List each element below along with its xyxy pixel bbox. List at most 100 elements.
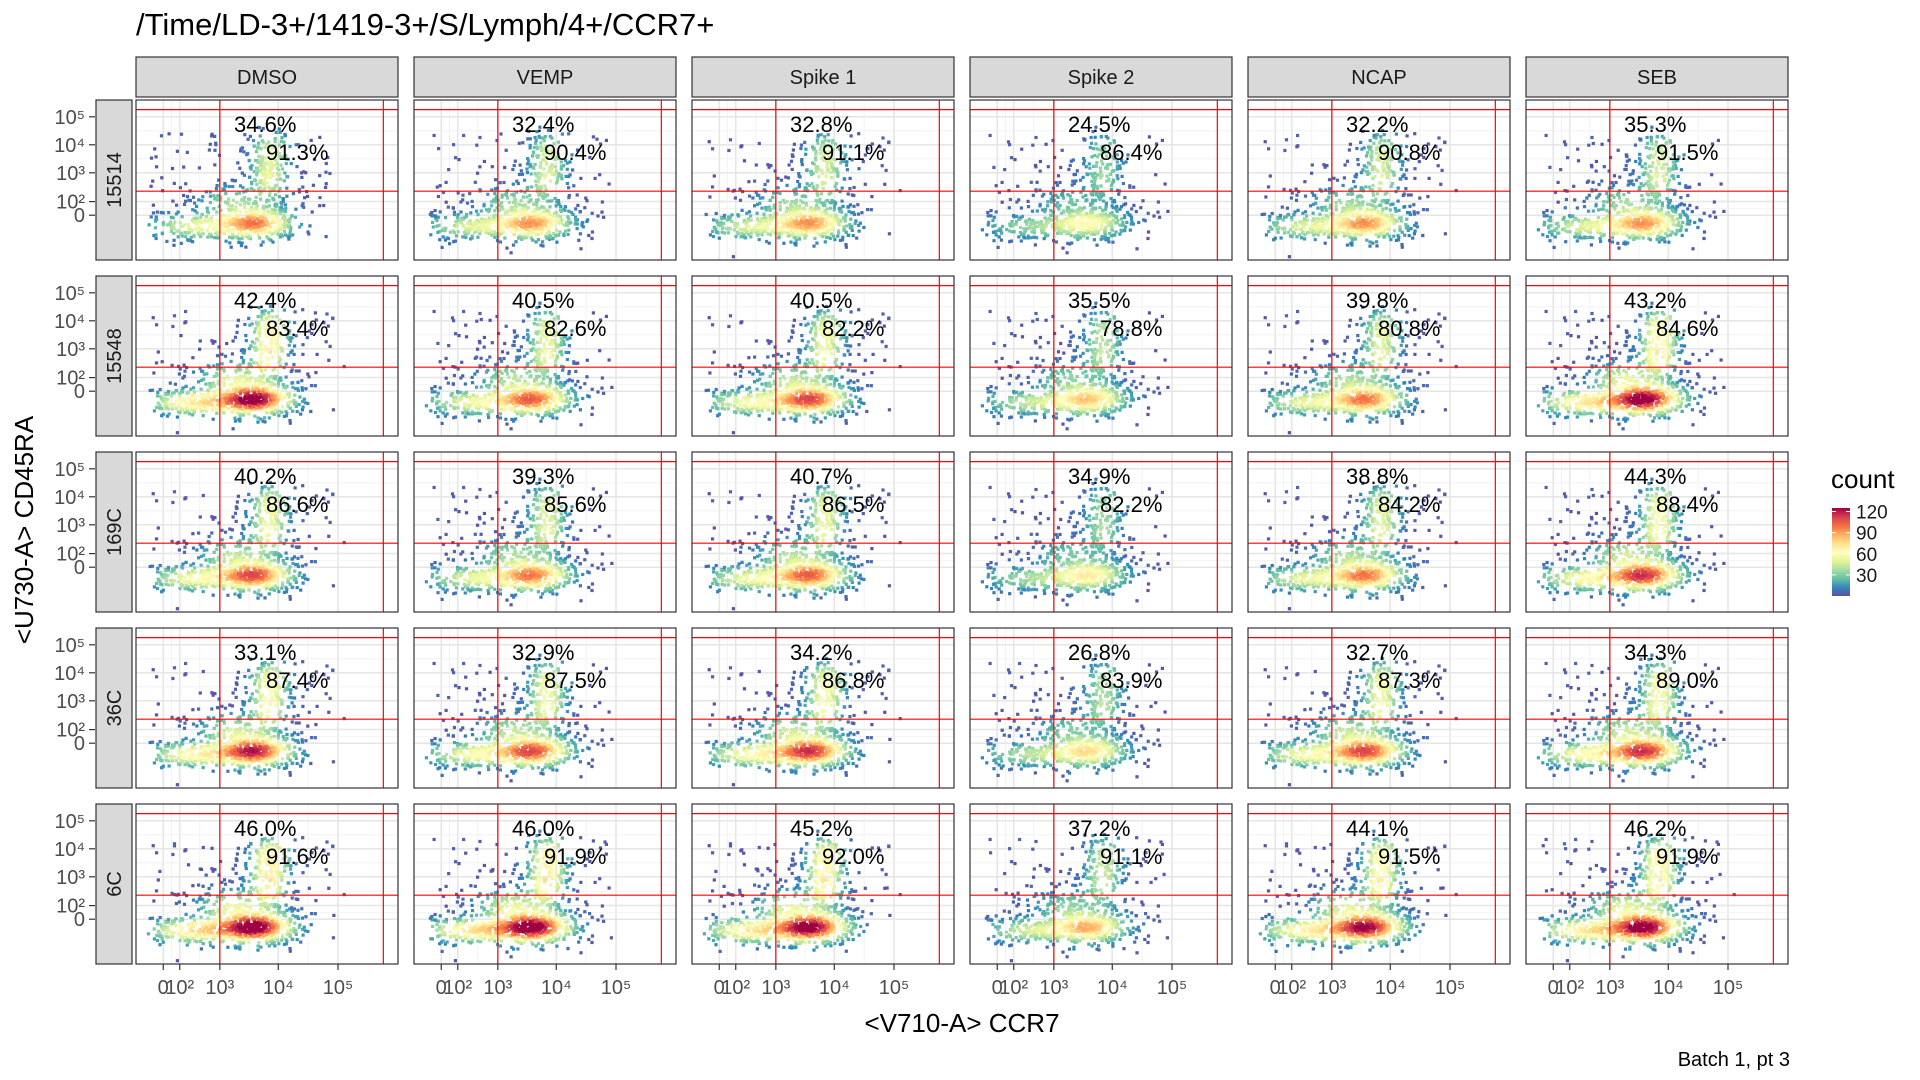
gate-lines xyxy=(1248,452,1510,612)
gate-lines xyxy=(1526,628,1788,788)
density-points xyxy=(1260,656,1458,787)
facet-panel: 40.5% 82.6% xyxy=(413,275,677,437)
upper-percent-label: 39.3% xyxy=(512,464,574,489)
facet-panel: 34.3% 89.0% xyxy=(1525,627,1789,789)
lower-percent-label: 80.8% xyxy=(1378,316,1440,341)
y-tick-label: 10² xyxy=(56,896,85,918)
y-tick-label: 10² xyxy=(56,720,85,742)
upper-percent-label: 38.8% xyxy=(1346,464,1408,489)
upper-percent-label: 34.2% xyxy=(790,640,852,665)
lower-percent-label: 82.2% xyxy=(822,316,884,341)
row-strip: 36C xyxy=(95,627,133,789)
x-tick-label: 10⁵ xyxy=(1435,977,1466,999)
lower-percent-label: 91.6% xyxy=(266,844,328,869)
x-tick-label: 10⁴ xyxy=(1653,977,1684,999)
lower-percent-label: 87.3% xyxy=(1378,668,1440,693)
facet-panel: 34.6% 91.3% xyxy=(135,99,399,261)
y-tick-label: 10³ xyxy=(56,691,85,713)
legend-tick-label: 30 xyxy=(1856,566,1877,587)
column-strip: DMSO xyxy=(135,56,399,98)
x-tick-label: 10³ xyxy=(1595,977,1624,999)
lower-percent-label: 91.9% xyxy=(544,844,606,869)
density-points xyxy=(1260,480,1458,611)
lower-percent-label: 86.6% xyxy=(266,492,328,517)
upper-percent-label: 40.7% xyxy=(790,464,852,489)
density-points xyxy=(704,480,902,611)
row-strip-label: 169C xyxy=(104,508,126,556)
lower-percent-label: 86.5% xyxy=(822,492,884,517)
density-points xyxy=(146,836,346,963)
facet-panel: 32.8% 91.1% xyxy=(691,99,955,261)
panel-border xyxy=(135,451,399,613)
upper-percent-label: 32.9% xyxy=(512,640,574,665)
legend-title: count xyxy=(1831,464,1895,494)
facet-panel: 40.2% 86.6% xyxy=(135,451,399,613)
chart-title: /Time/LD-3+/1419-3+/S/Lymph/4+/CCR7+ xyxy=(136,7,714,42)
lower-percent-label: 91.5% xyxy=(1378,844,1440,869)
column-strip-label: Spike 1 xyxy=(790,67,857,89)
density-points xyxy=(428,829,613,963)
gate-lines xyxy=(970,804,1232,964)
lower-percent-label: 91.1% xyxy=(1100,844,1162,869)
gate-lines xyxy=(136,100,398,260)
y-tick-label: 10⁵ xyxy=(54,459,85,481)
x-tick-label: 10² xyxy=(721,977,750,999)
row-strip-label: 15548 xyxy=(104,328,126,384)
x-tick-label: 10³ xyxy=(1317,977,1346,999)
lower-percent-label: 82.6% xyxy=(544,316,606,341)
legend-colorbar xyxy=(1832,508,1850,596)
lower-percent-label: 86.8% xyxy=(822,668,884,693)
x-tick-label: 10⁴ xyxy=(1097,977,1128,999)
panel-border xyxy=(1525,627,1789,789)
x-tick-label: 0 xyxy=(714,977,725,999)
density-points xyxy=(1538,832,1736,963)
row-strip: 169C xyxy=(95,451,133,613)
x-tick-label: 10³ xyxy=(483,977,512,999)
lower-percent-label: 87.5% xyxy=(544,668,606,693)
x-tick-label: 10⁴ xyxy=(541,977,572,999)
density-points xyxy=(704,132,902,259)
density-points xyxy=(704,656,902,787)
panel-border xyxy=(969,275,1233,437)
gate-lines xyxy=(692,628,954,788)
x-tick-label: 10³ xyxy=(1039,977,1068,999)
x-tick-label: 0 xyxy=(992,977,1003,999)
y-tick-label: 10⁴ xyxy=(54,135,85,157)
x-tick-label: 10² xyxy=(443,977,472,999)
lower-percent-label: 91.5% xyxy=(1656,140,1718,165)
gate-lines xyxy=(414,452,676,612)
panel-border xyxy=(1247,803,1511,965)
y-tick-label: 10³ xyxy=(56,339,85,361)
legend-tick-label: 90 xyxy=(1856,524,1877,545)
y-tick-label: 10³ xyxy=(56,867,85,889)
row-strip-label: 15514 xyxy=(104,152,126,208)
column-strip-label: VEMP xyxy=(517,67,574,89)
upper-percent-label: 32.2% xyxy=(1346,112,1408,137)
facet-panel: 32.9% 87.5% xyxy=(413,627,677,789)
row-strip: 15548 xyxy=(95,275,133,437)
panel-border xyxy=(413,451,677,613)
upper-percent-label: 32.4% xyxy=(512,112,574,137)
density-points xyxy=(702,829,902,953)
upper-percent-label: 46.2% xyxy=(1624,816,1686,841)
panel-border xyxy=(413,803,677,965)
legend-tick-label: 120 xyxy=(1856,503,1888,524)
y-tick-label: 10⁵ xyxy=(54,107,85,129)
facet-panel: 44.3% 88.4% xyxy=(1525,451,1789,613)
y-tick-label: 0 xyxy=(74,557,85,579)
panel-border xyxy=(1247,99,1511,261)
density-points xyxy=(147,125,332,249)
upper-percent-label: 34.6% xyxy=(234,112,296,137)
lower-percent-label: 87.4% xyxy=(266,668,328,693)
y-tick-label: 10⁵ xyxy=(54,811,85,833)
facet-panel: 46.0% 91.6% xyxy=(135,803,399,965)
facet-panel: 35.3% 91.5% xyxy=(1525,99,1789,261)
row-strip-label: 36C xyxy=(104,690,126,727)
gate-lines xyxy=(692,276,954,436)
panel-border xyxy=(413,99,677,261)
x-tick-label: 10² xyxy=(999,977,1028,999)
lower-percent-label: 85.6% xyxy=(544,492,606,517)
density-points xyxy=(980,301,1170,431)
gate-lines xyxy=(136,804,398,964)
